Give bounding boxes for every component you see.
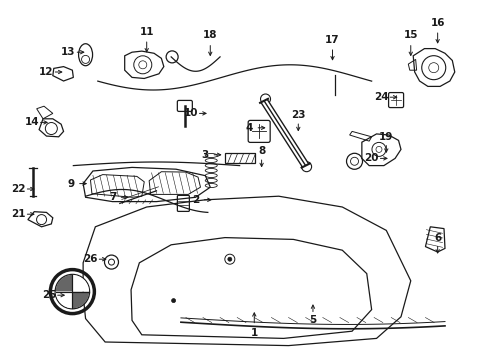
Text: 9: 9 <box>67 179 74 189</box>
Wedge shape <box>56 275 72 292</box>
Wedge shape <box>72 292 89 308</box>
Text: 21: 21 <box>11 209 26 219</box>
Text: 17: 17 <box>325 35 339 45</box>
Text: 19: 19 <box>378 132 393 142</box>
Text: 13: 13 <box>61 47 76 57</box>
Text: 5: 5 <box>309 315 316 325</box>
Wedge shape <box>72 275 89 292</box>
Circle shape <box>227 257 231 261</box>
Text: 16: 16 <box>429 18 444 28</box>
Text: 7: 7 <box>108 192 116 202</box>
Text: 22: 22 <box>11 184 26 194</box>
Text: 1: 1 <box>250 328 257 338</box>
Text: 24: 24 <box>373 92 388 102</box>
Text: 3: 3 <box>202 150 208 160</box>
Text: 6: 6 <box>433 233 440 243</box>
Text: 8: 8 <box>258 146 264 156</box>
Text: 10: 10 <box>183 108 198 118</box>
Text: 11: 11 <box>139 27 154 37</box>
Text: 12: 12 <box>39 67 54 77</box>
Text: 23: 23 <box>290 110 305 120</box>
Text: 14: 14 <box>24 117 39 127</box>
Text: 26: 26 <box>83 254 98 264</box>
Circle shape <box>171 298 175 303</box>
Text: 20: 20 <box>364 153 378 163</box>
Text: 25: 25 <box>41 290 56 300</box>
Text: 18: 18 <box>203 30 217 40</box>
Text: 2: 2 <box>192 195 199 205</box>
Wedge shape <box>56 292 72 308</box>
Text: 15: 15 <box>403 30 417 40</box>
Text: 4: 4 <box>245 123 253 133</box>
